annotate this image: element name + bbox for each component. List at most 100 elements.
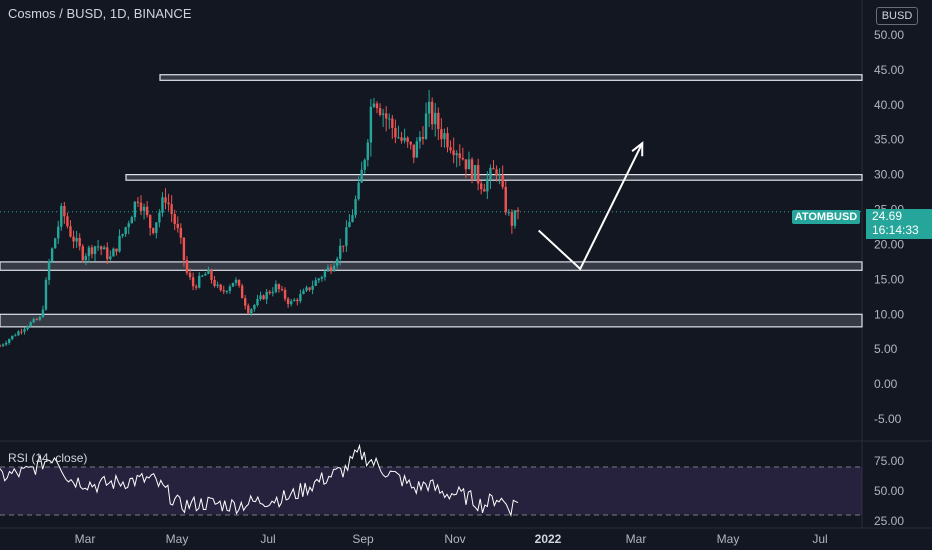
time-tick-label: Jul [812,532,827,546]
candle-body [317,278,320,281]
candle-body [434,112,437,125]
candle-body [109,256,112,260]
candle-body [483,189,486,192]
candle-body [207,269,210,274]
candle-body [339,245,342,259]
price-tick-label: 50.00 [874,28,904,42]
candle-body [369,106,373,143]
time-tick-label: Jul [260,532,275,546]
candle-body [32,318,35,323]
candle-body [311,285,314,290]
candle-body [351,215,354,222]
candle-body [437,112,440,130]
candle-body [452,150,455,156]
last-price-tag: 24.69 16:14:33 [866,209,932,239]
candle-body [29,322,32,327]
candle-body [118,235,121,252]
candle-body [412,144,415,158]
candle-body [148,215,152,229]
candle-body [342,245,345,247]
rsi-tick-label: 75.00 [874,454,904,468]
candle-body [406,137,409,142]
candle-body [280,288,284,290]
candle-body [449,147,452,151]
candle-body [198,275,201,288]
candle-body [296,299,299,302]
candle-body [470,159,474,180]
candle-body [378,108,382,115]
candle-body [308,287,311,290]
candle-body [194,286,198,288]
candle-body [53,238,57,249]
candle-body [7,339,11,343]
currency-badge[interactable]: BUSD [876,7,918,25]
candle-body [231,282,235,287]
candle-body [4,342,8,345]
candle-body [78,237,81,247]
candle-body [185,260,189,273]
candle-body [455,153,458,156]
rsi-label: RSI (14, close) [8,451,88,465]
candle-body [504,186,507,213]
candle-body [121,234,124,236]
candle-body [179,228,183,238]
candle-body [289,301,293,305]
candle-body [354,199,357,216]
candle-body [259,295,262,300]
candle-body [345,227,348,246]
candle-body [372,103,376,107]
projection-path [538,142,644,271]
candle-body [96,246,100,248]
candle-body [75,237,78,242]
candle-body [35,318,38,320]
price-tick-label: 20.00 [874,237,904,251]
candle-body [247,305,250,314]
price-tick-label: 10.00 [874,307,904,321]
candle-body [158,212,161,223]
candle-body [115,248,118,252]
candle-body [26,326,29,330]
price-tick-label: 40.00 [874,98,904,112]
candle-body [440,129,443,140]
candle-body [222,290,225,292]
candle-body [253,305,256,310]
candle-body [409,141,412,145]
candle-body [188,272,192,278]
candle-body [133,201,137,218]
rsi-tick-label: 25.00 [874,514,904,528]
candle-body [191,277,195,287]
candle-body [415,141,419,158]
candle-body [262,295,265,300]
price-tick-label: 15.00 [874,272,904,286]
candle-body [461,158,465,160]
candle-body [176,223,179,229]
candle-body [277,284,281,289]
candle-body [244,298,247,306]
candle-body [161,197,164,213]
candle-body [167,202,170,205]
candle-body [17,331,20,336]
candle-body [164,197,167,203]
candle-body [397,137,400,139]
candle-body [81,246,84,261]
candle-body [60,205,63,227]
rsi-tick-label: 50.00 [874,484,904,498]
candle-body [50,248,54,262]
candle-body [335,258,339,266]
candle-body [430,101,434,125]
time-tick-label: 2022 [535,532,562,546]
candle-body [228,286,232,292]
candle-body [388,118,391,120]
candle-body [216,284,219,286]
candle-body [381,113,385,115]
candle-body [93,246,97,255]
price-tick-label: 0.00 [874,377,898,391]
candle-body [173,214,176,224]
candle-body [210,269,213,280]
candle-body [182,237,186,261]
candle-body [480,183,483,190]
candle-body [507,212,511,214]
sr-zone [125,174,863,181]
candle-body [240,285,244,299]
